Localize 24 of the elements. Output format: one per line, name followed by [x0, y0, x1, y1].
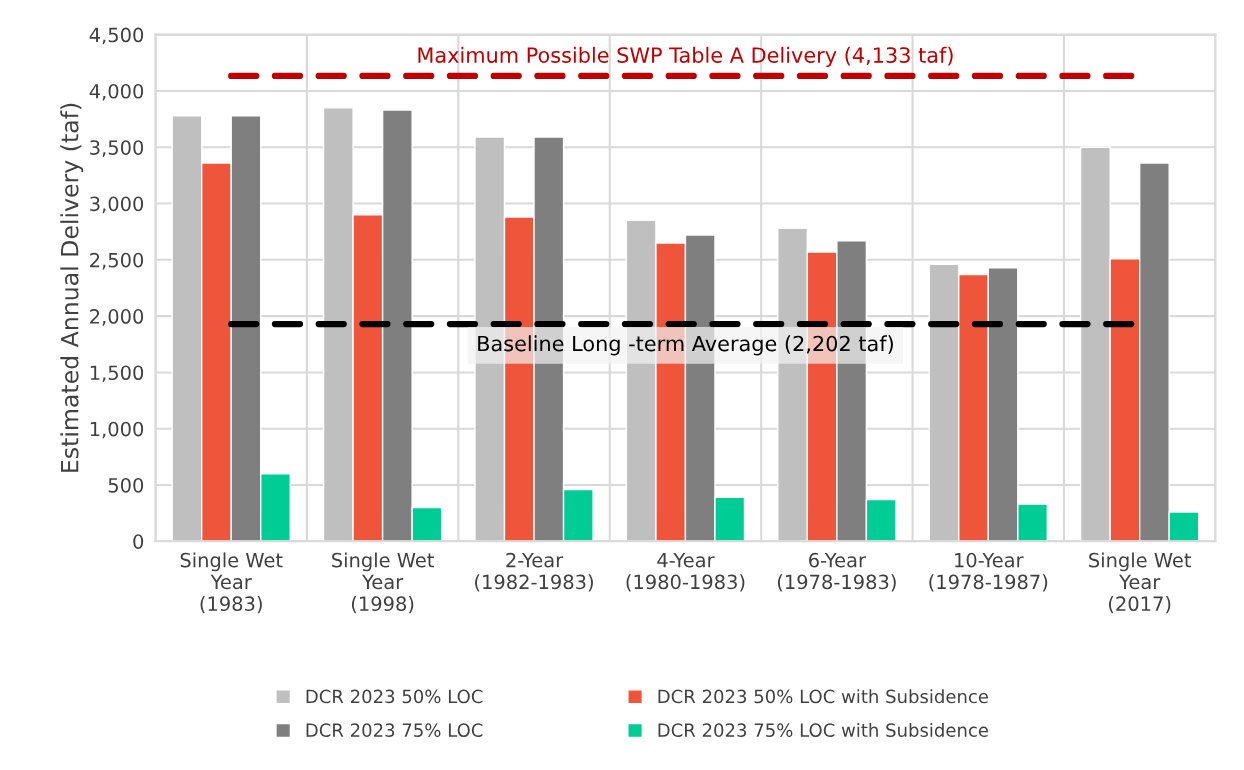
y-tick-label: 1,500	[90, 365, 144, 383]
y-tick-label: 500	[108, 477, 144, 493]
x-tick-label: 10-Year (1978-1987)	[929, 552, 1048, 592]
y-tick-label: 1,000	[90, 421, 144, 439]
y-tick-label: 2,000	[90, 309, 144, 326]
y-tick-label: 3,500	[90, 140, 144, 157]
y-tick-label: 0	[133, 534, 144, 549]
y-tick-label: 2,500	[90, 252, 144, 270]
y-tick-label: 4,500	[89, 27, 144, 45]
ref-line-label: Maximum Possible SWP Table A Delivery (4,133 taf)	[418, 46, 953, 67]
y-tick-label: 4,000	[89, 83, 144, 101]
legend-label: DCR 2023 75% LOC	[306, 723, 483, 737]
x-tick-label: Single Wet Year (1983)	[180, 552, 283, 614]
x-tick-label: Single Wet Year (2017)	[1089, 552, 1192, 614]
ref-line-label: Baseline Long -term Average (2,202 taf)	[478, 335, 893, 356]
y-tick-label: 3,000	[90, 196, 144, 214]
y-axis-title: Estimated Annual Delivery (taf)	[60, 103, 84, 472]
legend-label: DCR 2023 50% LOC with Subsidence	[658, 689, 988, 704]
x-tick-label: 6-Year (1978-1983)	[777, 552, 896, 592]
legend-label: DCR 2023 75% LOC with Subsidence	[658, 723, 988, 737]
x-tick-label: 4-Year (1980-1983)	[626, 553, 745, 592]
x-tick-label: Single Wet Year (1998)	[332, 552, 434, 614]
x-tick-label: 2-Year (1982-1983)	[475, 552, 593, 592]
legend-label: DCR 2023 50% LOC	[306, 689, 483, 704]
